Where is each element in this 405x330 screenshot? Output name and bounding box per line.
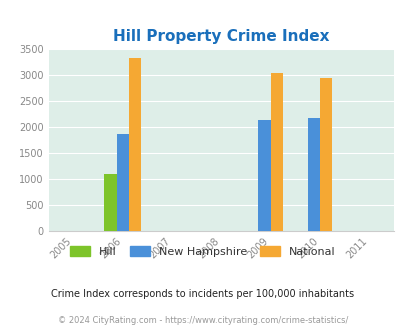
Bar: [258, 119, 270, 231]
Bar: [319, 78, 331, 231]
Bar: [270, 73, 282, 231]
Bar: [104, 174, 116, 231]
Text: © 2024 CityRating.com - https://www.cityrating.com/crime-statistics/: © 2024 CityRating.com - https://www.city…: [58, 316, 347, 325]
Title: Hill Property Crime Index: Hill Property Crime Index: [113, 29, 329, 44]
Text: Crime Index corresponds to incidents per 100,000 inhabitants: Crime Index corresponds to incidents per…: [51, 289, 354, 299]
Bar: [128, 58, 141, 231]
Legend: Hill, New Hampshire, National: Hill, New Hampshire, National: [70, 247, 335, 257]
Bar: [307, 118, 319, 231]
Bar: [116, 134, 128, 231]
